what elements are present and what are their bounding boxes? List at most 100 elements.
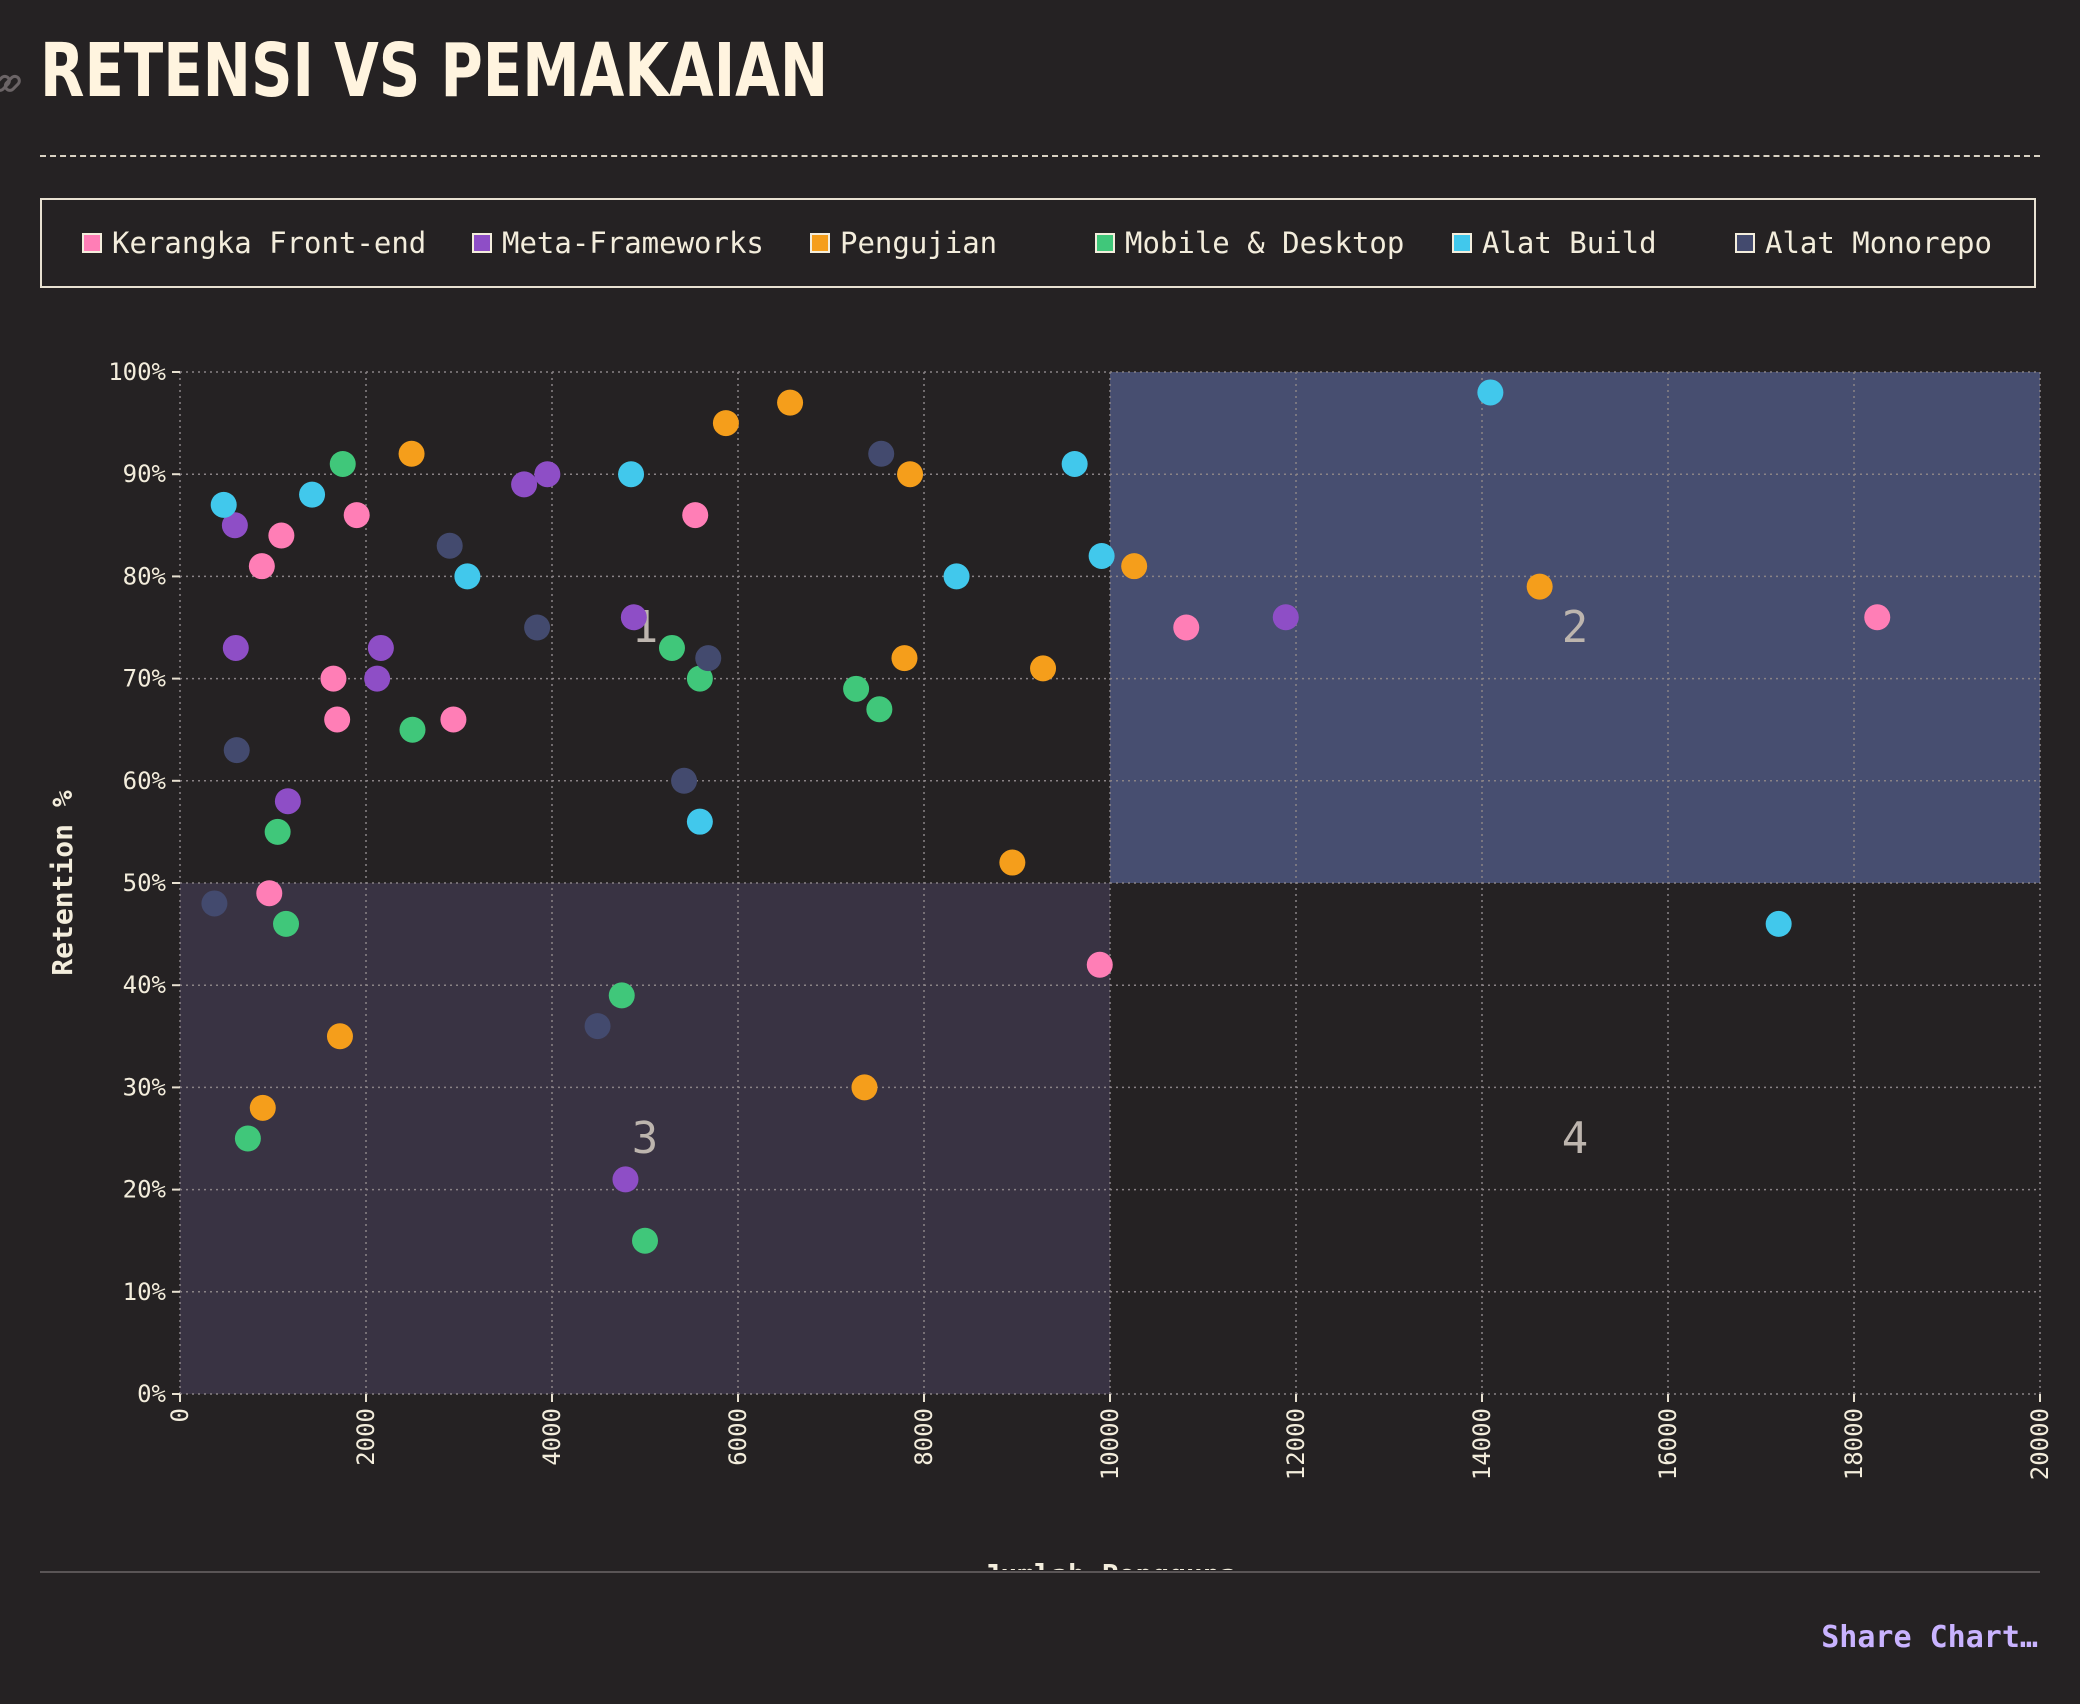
legend: Kerangka Front-end Meta-Frameworks Penguji… [40, 198, 2036, 288]
legend-item[interactable]: Mobile & Desktop [1095, 200, 1404, 286]
data-point[interactable] [264, 818, 291, 845]
data-point[interactable] [201, 890, 228, 917]
x-tick-label: 6000 [724, 1408, 752, 1466]
y-tick-label: 100% [108, 358, 166, 386]
legend-label: Kerangka Front-end [112, 226, 427, 260]
x-tick-label: 4000 [538, 1408, 566, 1466]
data-point[interactable] [274, 788, 301, 815]
data-point[interactable] [620, 604, 647, 631]
legend-swatch [472, 233, 492, 253]
data-point[interactable] [632, 1227, 658, 1254]
link-icon[interactable] [0, 66, 24, 100]
data-point[interactable] [618, 461, 645, 488]
data-point[interactable] [320, 665, 347, 692]
data-point[interactable] [686, 665, 713, 692]
y-tick-label: 30% [123, 1073, 167, 1101]
data-point[interactable] [712, 410, 739, 437]
data-point[interactable] [398, 440, 425, 467]
data-point[interactable] [1088, 542, 1115, 569]
data-point[interactable] [682, 502, 709, 529]
data-point[interactable] [1526, 573, 1553, 600]
data-point[interactable] [891, 645, 918, 672]
data-point[interactable] [249, 1094, 276, 1121]
data-point[interactable] [1765, 910, 1792, 937]
data-point[interactable] [851, 1074, 878, 1101]
data-point[interactable] [222, 634, 249, 661]
data-point[interactable] [440, 706, 467, 733]
data-point[interactable] [1272, 604, 1299, 631]
y-tick-label: 50% [123, 869, 167, 897]
legend-swatch [1095, 233, 1115, 253]
data-point[interactable] [273, 910, 300, 937]
data-point[interactable] [868, 440, 895, 467]
x-axis-label: Jumlah Pengguna [984, 1558, 1237, 1570]
data-point[interactable] [436, 532, 463, 559]
x-tick-label: 14000 [1468, 1408, 1496, 1480]
data-point[interactable] [695, 645, 722, 672]
data-point[interactable] [943, 563, 970, 590]
data-point[interactable] [210, 491, 237, 518]
data-point[interactable] [1477, 379, 1504, 406]
data-point[interactable] [234, 1125, 261, 1152]
data-point[interactable] [454, 563, 481, 590]
data-point[interactable] [299, 481, 326, 508]
legend-label: Mobile & Desktop [1125, 226, 1405, 260]
legend-label: Alat Build [1482, 226, 1657, 260]
data-point[interactable] [671, 767, 698, 794]
data-point[interactable] [534, 461, 561, 488]
data-point[interactable] [511, 471, 538, 498]
data-point[interactable] [326, 1023, 353, 1050]
quadrant-4-area [1110, 883, 2040, 1394]
quadrant-label: 4 [1562, 1113, 1589, 1164]
x-tick-label: 8000 [910, 1408, 938, 1466]
data-point[interactable] [1030, 655, 1057, 682]
quadrant-3-area [180, 883, 1110, 1394]
data-point[interactable] [324, 706, 351, 733]
data-point[interactable] [1173, 614, 1200, 641]
x-tick-label: 0 [166, 1408, 194, 1422]
title-divider [40, 155, 2040, 157]
data-point[interactable] [223, 737, 250, 764]
data-point[interactable] [367, 634, 394, 661]
data-point[interactable] [364, 665, 391, 692]
data-point[interactable] [866, 696, 893, 723]
legend-label: Meta-Frameworks [502, 226, 764, 260]
data-point[interactable] [897, 461, 924, 488]
y-tick-label: 70% [123, 665, 167, 693]
x-tick-label: 18000 [1840, 1408, 1868, 1480]
data-point[interactable] [1864, 604, 1891, 631]
y-axis-label: Retention % [46, 790, 79, 976]
y-tick-label: 40% [123, 971, 167, 999]
legend-item[interactable]: Alat Build [1452, 200, 1657, 286]
legend-swatch [810, 233, 830, 253]
share-chart-button[interactable]: Share Chart… [1821, 1620, 2038, 1655]
data-point[interactable] [524, 614, 551, 641]
data-point[interactable] [1086, 951, 1113, 978]
legend-item[interactable]: Kerangka Front-end [82, 200, 426, 286]
data-point[interactable] [612, 1166, 639, 1193]
data-point[interactable] [1121, 553, 1148, 580]
data-point[interactable] [256, 880, 283, 907]
data-point[interactable] [399, 716, 426, 743]
data-point[interactable] [658, 634, 685, 661]
data-point[interactable] [843, 675, 870, 702]
page-title: RETENSI VS PEMAKAIAN [40, 28, 829, 114]
data-point[interactable] [777, 389, 804, 416]
legend-item[interactable]: Pengujian [810, 200, 997, 286]
y-tick-label: 20% [123, 1176, 167, 1204]
data-point[interactable] [329, 450, 356, 477]
data-point[interactable] [1061, 450, 1088, 477]
x-tick-label: 10000 [1096, 1408, 1124, 1480]
legend-item[interactable]: Meta-Frameworks [472, 200, 764, 286]
quadrant-label: 2 [1562, 602, 1589, 653]
data-point[interactable] [221, 512, 248, 539]
data-point[interactable] [686, 808, 713, 835]
legend-item[interactable]: Alat Monorepo [1735, 200, 1992, 286]
data-point[interactable] [343, 502, 370, 529]
data-point[interactable] [584, 1013, 611, 1040]
data-point[interactable] [248, 553, 275, 580]
data-point[interactable] [999, 849, 1026, 876]
data-point[interactable] [268, 522, 295, 549]
data-point[interactable] [608, 982, 635, 1009]
x-tick-label: 12000 [1282, 1408, 1310, 1480]
